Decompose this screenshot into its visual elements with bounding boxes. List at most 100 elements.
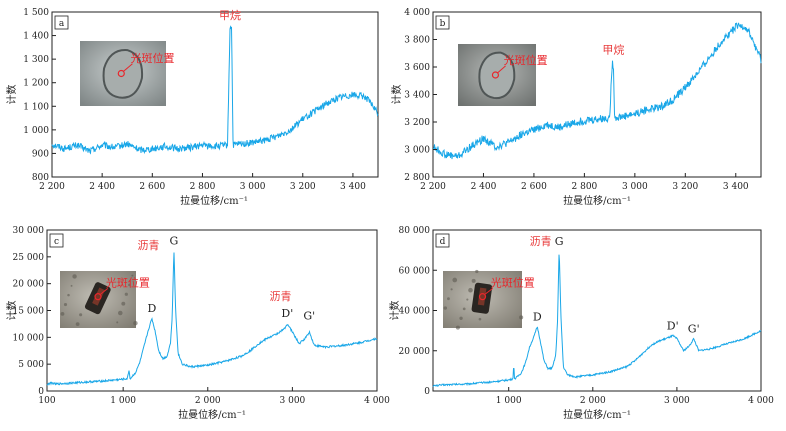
panel-label-box [435, 15, 450, 30]
laser-spot-label: 光斑位置 [504, 53, 548, 67]
laser-spot-marker [491, 71, 500, 79]
y-tick-label: 2 800 [404, 173, 430, 183]
annotation-label: G [170, 234, 179, 247]
x-tick-label: 3 000 [280, 396, 306, 406]
x-tick-label: 2 400 [89, 182, 115, 192]
panel-label: c [54, 237, 59, 247]
chart-panel-d: 1 000 2 000 3 000 4 000 0 20 000 40 000 60 000 8… [388, 226, 774, 421]
y-tick-label: 3 200 [404, 118, 430, 128]
y-tick-label: 60 000 [399, 266, 431, 276]
y-tick-label: 1 000 [23, 126, 49, 136]
annotation-label: D [533, 311, 542, 324]
y-axis-label: 计数 [5, 85, 18, 105]
annotation-label: 沥青 [270, 290, 292, 303]
y-axis-label: 计数 [5, 301, 18, 321]
y-tick-label: 30 000 [13, 226, 45, 236]
laser-spot-marker [478, 293, 487, 301]
panel-label: d [440, 237, 446, 247]
y-tick-label: 800 [32, 173, 49, 183]
y-tick-label: 0 [424, 387, 430, 397]
y-tick-label: 25 000 [13, 253, 45, 263]
laser-spot-marker [117, 69, 125, 78]
x-tick-label: 1 000 [496, 396, 522, 406]
chart-panel-b: 2 200 2 400 2 600 2 800 3 000 3 200 3 400 2 800… [390, 8, 762, 207]
y-tick-label: 900 [32, 149, 49, 159]
x-tick-label: 1 000 [110, 396, 136, 406]
grain-highlight [92, 287, 105, 306]
y-axis-label: 计数 [390, 85, 403, 105]
panel-label-box [435, 233, 450, 248]
speckle [67, 293, 70, 297]
y-tick-label: 3 000 [404, 146, 430, 156]
x-tick-label: 2 800 [190, 182, 216, 192]
chart-panel-c: 100 1 000 2 000 3 000 4 000 0 5 000 10 000 15 00… [5, 226, 390, 421]
x-tick-label: 3 200 [290, 182, 316, 192]
y-axis-label: 计数 [388, 301, 401, 321]
speckle [450, 288, 453, 291]
laser-spot-pointer [99, 287, 109, 296]
x-tick-label: 2 000 [580, 396, 606, 406]
x-tick-label: 3 400 [340, 182, 366, 192]
laser-spot-label: 光斑位置 [130, 51, 174, 65]
speckle [447, 297, 450, 301]
speckle [124, 292, 128, 296]
laser-spot-marker [94, 293, 102, 301]
y-tick-label: 1 400 [23, 32, 49, 42]
x-axis-label: 拉曼位移/cm⁻¹ [563, 194, 631, 207]
y-tick-label: 1 200 [23, 79, 49, 89]
speckle [478, 317, 482, 321]
y-tick-label: 20 000 [399, 347, 431, 357]
x-tick-label: 2 200 [39, 182, 65, 192]
x-tick-label: 3 000 [622, 182, 648, 192]
y-tick-label: 10 000 [13, 333, 45, 343]
speckle [443, 306, 448, 310]
y-tick-label: 80 000 [399, 226, 431, 236]
y-tick-label: 3 400 [404, 91, 430, 101]
y-tick-label: 1 300 [23, 55, 49, 65]
y-tick-label: 3 600 [404, 63, 430, 73]
speckle [131, 274, 134, 277]
x-tick-label: 100 [38, 396, 55, 406]
series-line [46, 252, 378, 386]
y-tick-label: 1 100 [23, 102, 49, 112]
x-tick-label: 3 200 [672, 182, 698, 192]
panel-label-box [49, 233, 64, 248]
x-tick-label: 2 600 [139, 182, 165, 192]
y-tick-label: 4 000 [404, 8, 430, 18]
annotation-label: 甲烷 [219, 8, 241, 22]
grain-highlight [477, 287, 487, 306]
x-tick-label: 2 400 [471, 182, 497, 192]
micrograph-inset: 光斑位置 [60, 271, 150, 328]
panel-label-box [54, 15, 69, 30]
speckle [79, 313, 83, 317]
laser-spot-pointer [497, 65, 506, 74]
y-tick-label: 40 000 [399, 307, 431, 317]
x-tick-label: 4 000 [748, 396, 774, 406]
speckle [121, 301, 126, 306]
y-tick-label: 15 000 [13, 307, 45, 317]
speckle [118, 310, 123, 316]
annotation-label: 甲烷 [602, 42, 624, 56]
x-tick-label: 3 000 [664, 396, 690, 406]
speckle [462, 307, 466, 311]
x-tick-label: 2 800 [572, 182, 598, 192]
laser-spot-label: 光斑位置 [491, 275, 535, 289]
speckle [63, 302, 68, 307]
panel-label: a [59, 19, 65, 29]
speckle [459, 316, 463, 320]
speckle [128, 283, 131, 287]
y-tick-label: 5 000 [18, 360, 44, 370]
annotation-label: 沥青 [138, 239, 160, 252]
laser-spot-pointer [484, 287, 494, 296]
speckle [116, 321, 119, 324]
y-tick-label: 1 500 [23, 8, 49, 18]
speckle [60, 311, 65, 316]
laser-spot-label: 光斑位置 [106, 275, 150, 289]
speckle [133, 320, 138, 326]
x-tick-label: 2 600 [521, 182, 547, 192]
speckle [72, 274, 77, 279]
micrograph-inset: 光斑位置 [458, 44, 548, 106]
speckle [455, 325, 460, 330]
x-tick-label: 2 000 [195, 396, 221, 406]
